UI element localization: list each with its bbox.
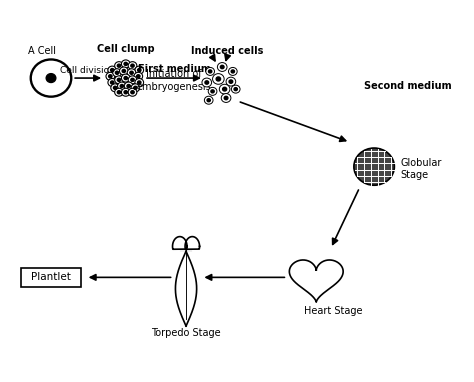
Circle shape bbox=[106, 72, 115, 80]
Circle shape bbox=[137, 75, 140, 78]
Text: Torpedo Stage: Torpedo Stage bbox=[151, 328, 221, 338]
Circle shape bbox=[218, 63, 227, 71]
Circle shape bbox=[108, 66, 117, 74]
Circle shape bbox=[122, 70, 126, 73]
Circle shape bbox=[130, 71, 133, 74]
Circle shape bbox=[113, 86, 117, 89]
Circle shape bbox=[131, 64, 134, 67]
Circle shape bbox=[229, 80, 233, 83]
Circle shape bbox=[205, 81, 209, 84]
Circle shape bbox=[118, 82, 126, 90]
Circle shape bbox=[121, 88, 130, 96]
Circle shape bbox=[120, 84, 124, 87]
Circle shape bbox=[127, 69, 136, 77]
Circle shape bbox=[204, 96, 213, 104]
Circle shape bbox=[121, 60, 130, 68]
Circle shape bbox=[135, 66, 144, 74]
Circle shape bbox=[110, 81, 114, 84]
Circle shape bbox=[124, 76, 128, 79]
Text: Cell division: Cell division bbox=[60, 66, 115, 75]
Circle shape bbox=[211, 90, 214, 93]
Circle shape bbox=[110, 68, 114, 72]
Circle shape bbox=[115, 62, 123, 70]
Circle shape bbox=[202, 78, 211, 87]
Text: Plantlet: Plantlet bbox=[31, 272, 71, 282]
Circle shape bbox=[134, 72, 143, 80]
Circle shape bbox=[115, 76, 123, 84]
Text: Second medium: Second medium bbox=[365, 81, 452, 91]
Circle shape bbox=[131, 78, 134, 81]
Circle shape bbox=[212, 74, 224, 84]
Circle shape bbox=[128, 76, 137, 84]
Circle shape bbox=[207, 99, 210, 102]
Circle shape bbox=[206, 68, 215, 75]
Circle shape bbox=[208, 87, 217, 96]
Circle shape bbox=[121, 74, 130, 82]
Circle shape bbox=[216, 77, 220, 81]
Circle shape bbox=[124, 62, 128, 65]
Circle shape bbox=[226, 77, 236, 86]
Circle shape bbox=[137, 81, 141, 84]
Circle shape bbox=[219, 84, 230, 94]
Circle shape bbox=[113, 69, 121, 77]
Circle shape bbox=[131, 91, 134, 94]
Circle shape bbox=[118, 78, 121, 81]
Text: A Cell: A Cell bbox=[28, 46, 56, 56]
Circle shape bbox=[221, 94, 231, 102]
Circle shape bbox=[46, 74, 56, 83]
Circle shape bbox=[354, 148, 394, 185]
Circle shape bbox=[231, 85, 240, 93]
Text: Globular
Stage: Globular Stage bbox=[400, 158, 442, 180]
Circle shape bbox=[128, 62, 137, 70]
Circle shape bbox=[137, 68, 141, 72]
Circle shape bbox=[119, 67, 128, 75]
Circle shape bbox=[111, 84, 119, 92]
Bar bbox=[21, 268, 81, 286]
Circle shape bbox=[108, 79, 117, 86]
Circle shape bbox=[109, 75, 112, 78]
Text: Induced cells: Induced cells bbox=[191, 46, 263, 56]
Circle shape bbox=[223, 87, 227, 91]
Circle shape bbox=[131, 84, 140, 92]
Circle shape bbox=[115, 88, 123, 96]
Circle shape bbox=[118, 91, 121, 94]
Circle shape bbox=[128, 88, 137, 96]
Circle shape bbox=[228, 68, 237, 75]
Circle shape bbox=[118, 64, 121, 67]
Circle shape bbox=[134, 86, 137, 89]
Text: Heart Stage: Heart Stage bbox=[304, 306, 363, 316]
Circle shape bbox=[127, 84, 130, 87]
Circle shape bbox=[209, 70, 212, 73]
Circle shape bbox=[234, 87, 237, 91]
Circle shape bbox=[135, 79, 144, 86]
Circle shape bbox=[220, 65, 224, 69]
Text: Initiation of
embryogenesis: Initiation of embryogenesis bbox=[137, 69, 211, 92]
Text: First medium: First medium bbox=[137, 64, 210, 74]
Circle shape bbox=[231, 70, 235, 73]
Circle shape bbox=[115, 71, 119, 74]
Text: Cell clump: Cell clump bbox=[97, 44, 155, 54]
Circle shape bbox=[124, 91, 128, 94]
Circle shape bbox=[224, 96, 228, 100]
Circle shape bbox=[124, 82, 133, 90]
